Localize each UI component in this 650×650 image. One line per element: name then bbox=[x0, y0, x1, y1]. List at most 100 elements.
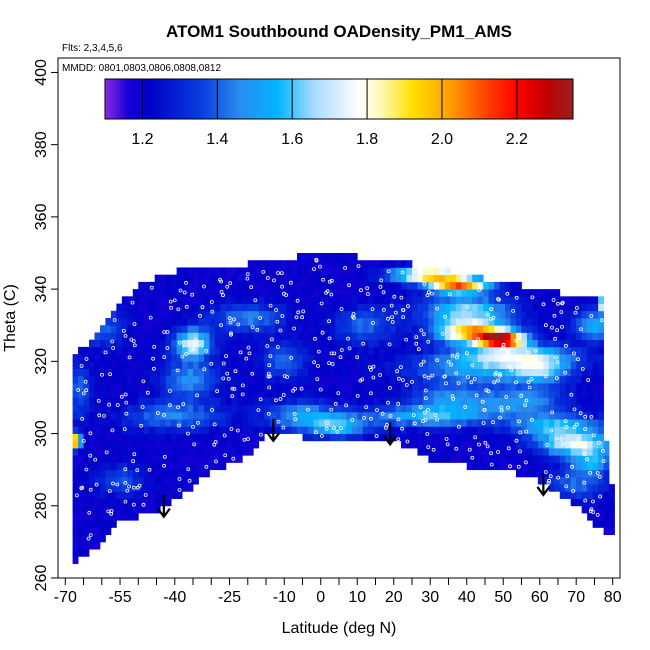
flight-track-point bbox=[111, 481, 115, 486]
heatmap-cell bbox=[313, 289, 320, 297]
heatmap-cell bbox=[515, 375, 522, 384]
heatmap-cell bbox=[121, 354, 128, 362]
heatmap-cell bbox=[203, 289, 210, 297]
heatmap-cell bbox=[160, 346, 167, 355]
heatmap-cell bbox=[406, 318, 413, 326]
heatmap-cell bbox=[390, 310, 396, 319]
heatmap-cell bbox=[368, 332, 375, 341]
heatmap-cell bbox=[324, 404, 331, 413]
heatmap-cell bbox=[559, 404, 566, 413]
heatmap-cell bbox=[78, 440, 84, 449]
heatmap-cell bbox=[291, 361, 298, 369]
heatmap-cell bbox=[565, 433, 572, 442]
heatmap-cell bbox=[176, 325, 183, 333]
heatmap-cell bbox=[548, 354, 555, 362]
heatmap-cell bbox=[275, 368, 282, 377]
heatmap-cell bbox=[406, 426, 413, 434]
heatmap-cell bbox=[329, 260, 336, 268]
heatmap-cell bbox=[242, 375, 249, 384]
heatmap-cell bbox=[357, 260, 364, 268]
heatmap-cell bbox=[406, 383, 413, 391]
heatmap-cell bbox=[411, 440, 418, 449]
heatmap-cell bbox=[236, 310, 243, 319]
heatmap-cell bbox=[554, 448, 561, 456]
heatmap-cell bbox=[488, 440, 495, 449]
flight-track-point bbox=[576, 437, 581, 442]
flight-track-point bbox=[491, 420, 495, 425]
flight-track-point bbox=[231, 456, 236, 461]
flight-track-point bbox=[483, 440, 488, 445]
heatmap-cell bbox=[143, 491, 150, 499]
heatmap-cell bbox=[379, 419, 386, 427]
heatmap-cell bbox=[510, 296, 517, 304]
heatmap-cell bbox=[110, 390, 117, 398]
heatmap-cell bbox=[521, 426, 528, 434]
heatmap-cell bbox=[99, 361, 106, 369]
flight-track-point bbox=[489, 451, 494, 456]
heatmap-cell bbox=[362, 296, 369, 304]
heatmap-cell bbox=[505, 455, 511, 463]
heatmap-cell bbox=[521, 383, 528, 391]
flight-track-point bbox=[423, 417, 428, 422]
heatmap-cell bbox=[203, 281, 210, 290]
flight-track-point bbox=[514, 295, 519, 300]
heatmap-cell bbox=[247, 383, 254, 391]
heatmap-cell bbox=[187, 469, 194, 478]
heatmap-cell bbox=[83, 469, 90, 478]
flight-track-point bbox=[608, 389, 613, 394]
heatmap-cell bbox=[461, 411, 468, 420]
heatmap-cell bbox=[598, 513, 604, 521]
heatmap-cell bbox=[236, 332, 243, 341]
flight-track-point bbox=[266, 411, 271, 416]
heatmap-cell bbox=[526, 318, 533, 326]
heatmap-cell bbox=[368, 383, 375, 391]
heatmap-cell bbox=[110, 469, 117, 478]
heatmap-cell bbox=[83, 484, 90, 492]
heatmap-cell bbox=[559, 484, 566, 492]
heatmap-cell bbox=[149, 339, 156, 348]
heatmap-cell bbox=[494, 354, 500, 362]
heatmap-cell bbox=[368, 426, 375, 434]
heatmap-cell bbox=[121, 346, 128, 355]
heatmap-cell bbox=[494, 310, 500, 319]
heatmap-cell bbox=[461, 390, 468, 398]
heatmap-cell bbox=[466, 289, 473, 297]
heatmap-cell bbox=[247, 325, 254, 333]
heatmap-cell bbox=[510, 281, 517, 290]
heatmap-cell bbox=[488, 411, 495, 420]
heatmap-cell bbox=[225, 383, 232, 391]
heatmap-cell bbox=[548, 303, 555, 312]
heatmap-cell bbox=[576, 498, 583, 507]
heatmap-cell bbox=[483, 296, 490, 304]
flight-track-point bbox=[151, 356, 156, 361]
heatmap-cell bbox=[406, 419, 413, 427]
heatmap-cell bbox=[433, 354, 440, 362]
flight-track-point bbox=[378, 373, 383, 377]
flight-track-point bbox=[155, 411, 160, 415]
heatmap-cell bbox=[280, 397, 287, 406]
heatmap-cell bbox=[313, 339, 320, 348]
heatmap-cell bbox=[510, 433, 517, 442]
heatmap-cell bbox=[94, 498, 101, 507]
flight-track-point bbox=[595, 471, 600, 475]
heatmap-cell bbox=[220, 426, 227, 434]
heatmap-cell bbox=[576, 368, 583, 377]
heatmap-cell bbox=[171, 325, 177, 333]
heatmap-cell bbox=[258, 426, 265, 434]
heatmap-cell bbox=[554, 318, 561, 326]
heatmap-cell bbox=[94, 520, 101, 528]
heatmap-cell bbox=[444, 361, 451, 369]
flight-track-point bbox=[595, 513, 600, 517]
heatmap-cell bbox=[422, 267, 429, 276]
heatmap-cell bbox=[565, 491, 572, 499]
heatmap-cell bbox=[280, 368, 287, 377]
flight-track-point bbox=[219, 289, 224, 294]
flight-track-point bbox=[505, 405, 510, 410]
heatmap-cell bbox=[379, 339, 386, 348]
flight-track-point bbox=[292, 326, 297, 331]
flight-track-point bbox=[224, 354, 229, 359]
heatmap-cell bbox=[99, 455, 106, 463]
heatmap-cell bbox=[428, 383, 435, 391]
flight-track-point bbox=[469, 380, 474, 385]
heatmap-cell bbox=[526, 325, 533, 333]
